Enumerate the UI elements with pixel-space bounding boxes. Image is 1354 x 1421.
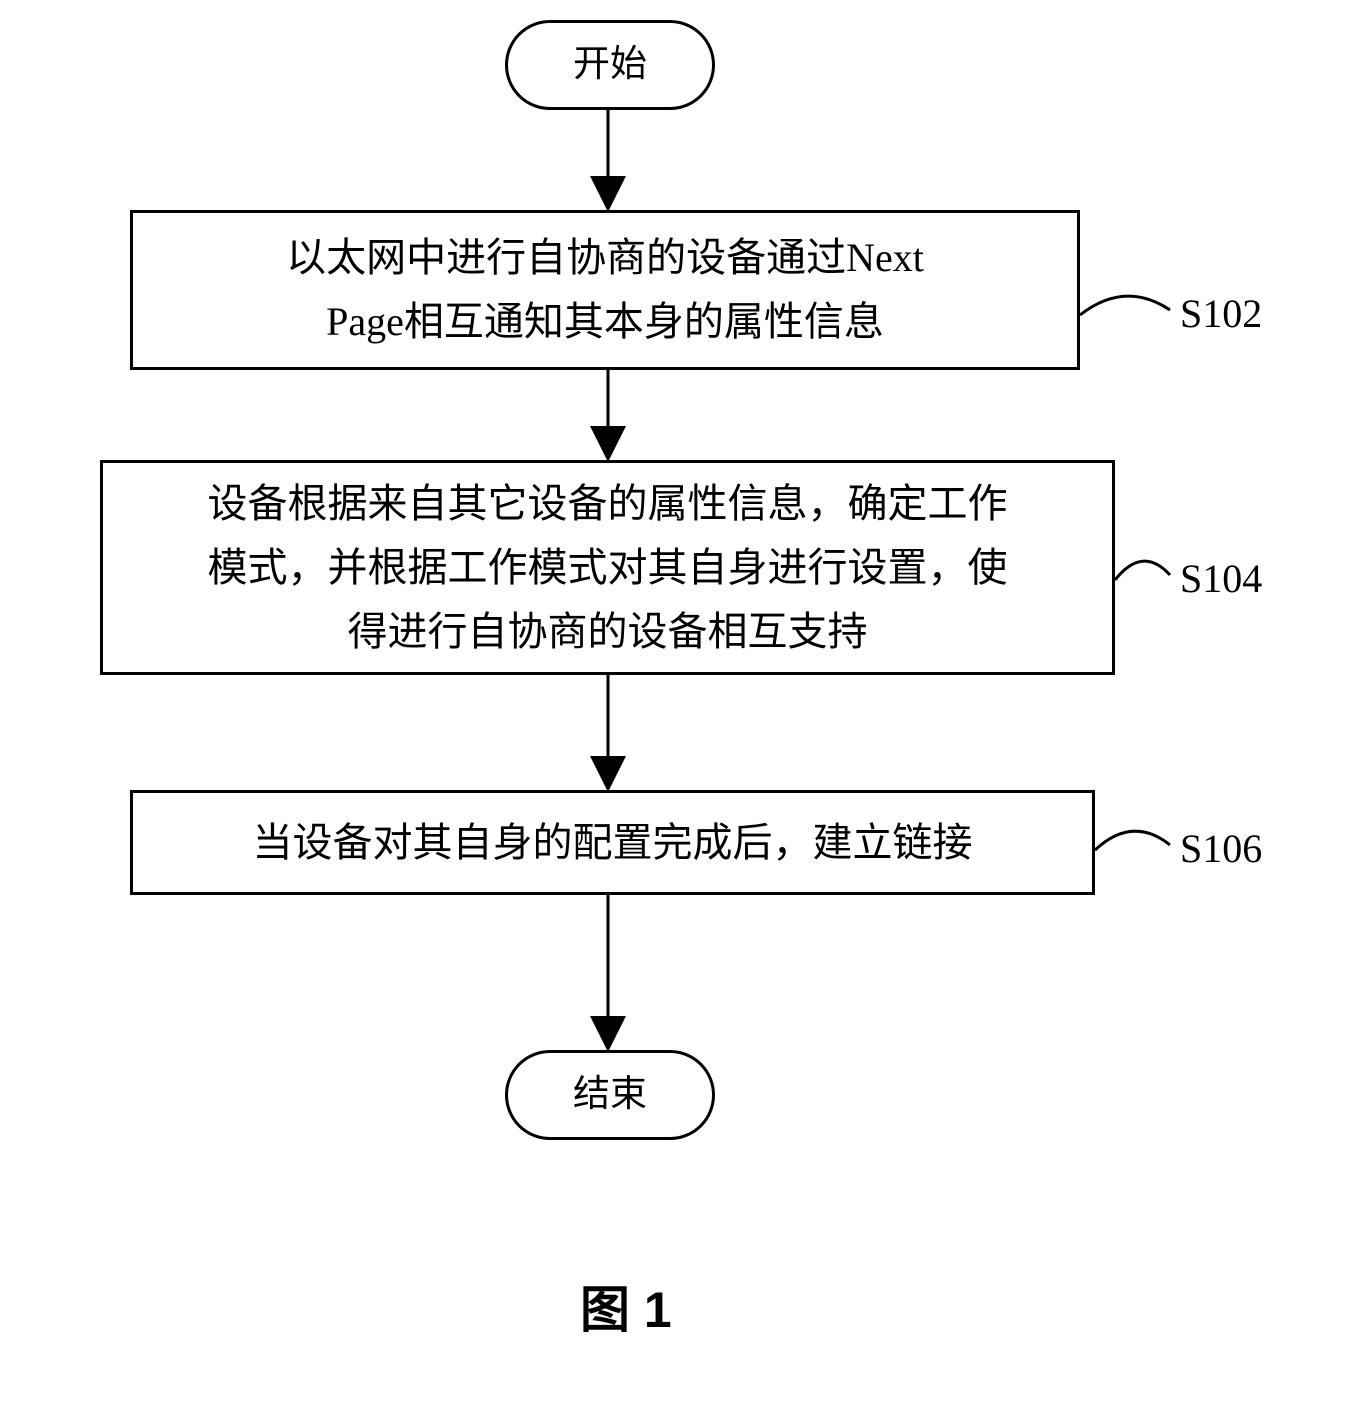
start-label: 开始: [573, 35, 647, 94]
flowchart-container: 开始 以太网中进行自协商的设备通过Next Page相互通知其本身的属性信息 设…: [0, 0, 1354, 1421]
s106-label: 当设备对其自身的配置完成后，建立链接: [253, 811, 973, 875]
step-label-s106: S106: [1180, 825, 1262, 872]
figure-label: 图 1: [580, 1270, 672, 1342]
start-node: 开始: [505, 20, 715, 110]
process-s106: 当设备对其自身的配置完成后，建立链接: [130, 790, 1095, 895]
end-label: 结束: [573, 1065, 647, 1124]
s104-label: 设备根据来自其它设备的属性信息，确定工作 模式，并根据工作模式对其自身进行设置，…: [208, 472, 1008, 664]
process-s102: 以太网中进行自协商的设备通过Next Page相互通知其本身的属性信息: [130, 210, 1080, 370]
process-s104: 设备根据来自其它设备的属性信息，确定工作 模式，并根据工作模式对其自身进行设置，…: [100, 460, 1115, 675]
s102-label: 以太网中进行自协商的设备通过Next Page相互通知其本身的属性信息: [286, 226, 924, 354]
step-label-s104: S104: [1180, 555, 1262, 602]
end-node: 结束: [505, 1050, 715, 1140]
step-label-s102: S102: [1180, 290, 1262, 337]
